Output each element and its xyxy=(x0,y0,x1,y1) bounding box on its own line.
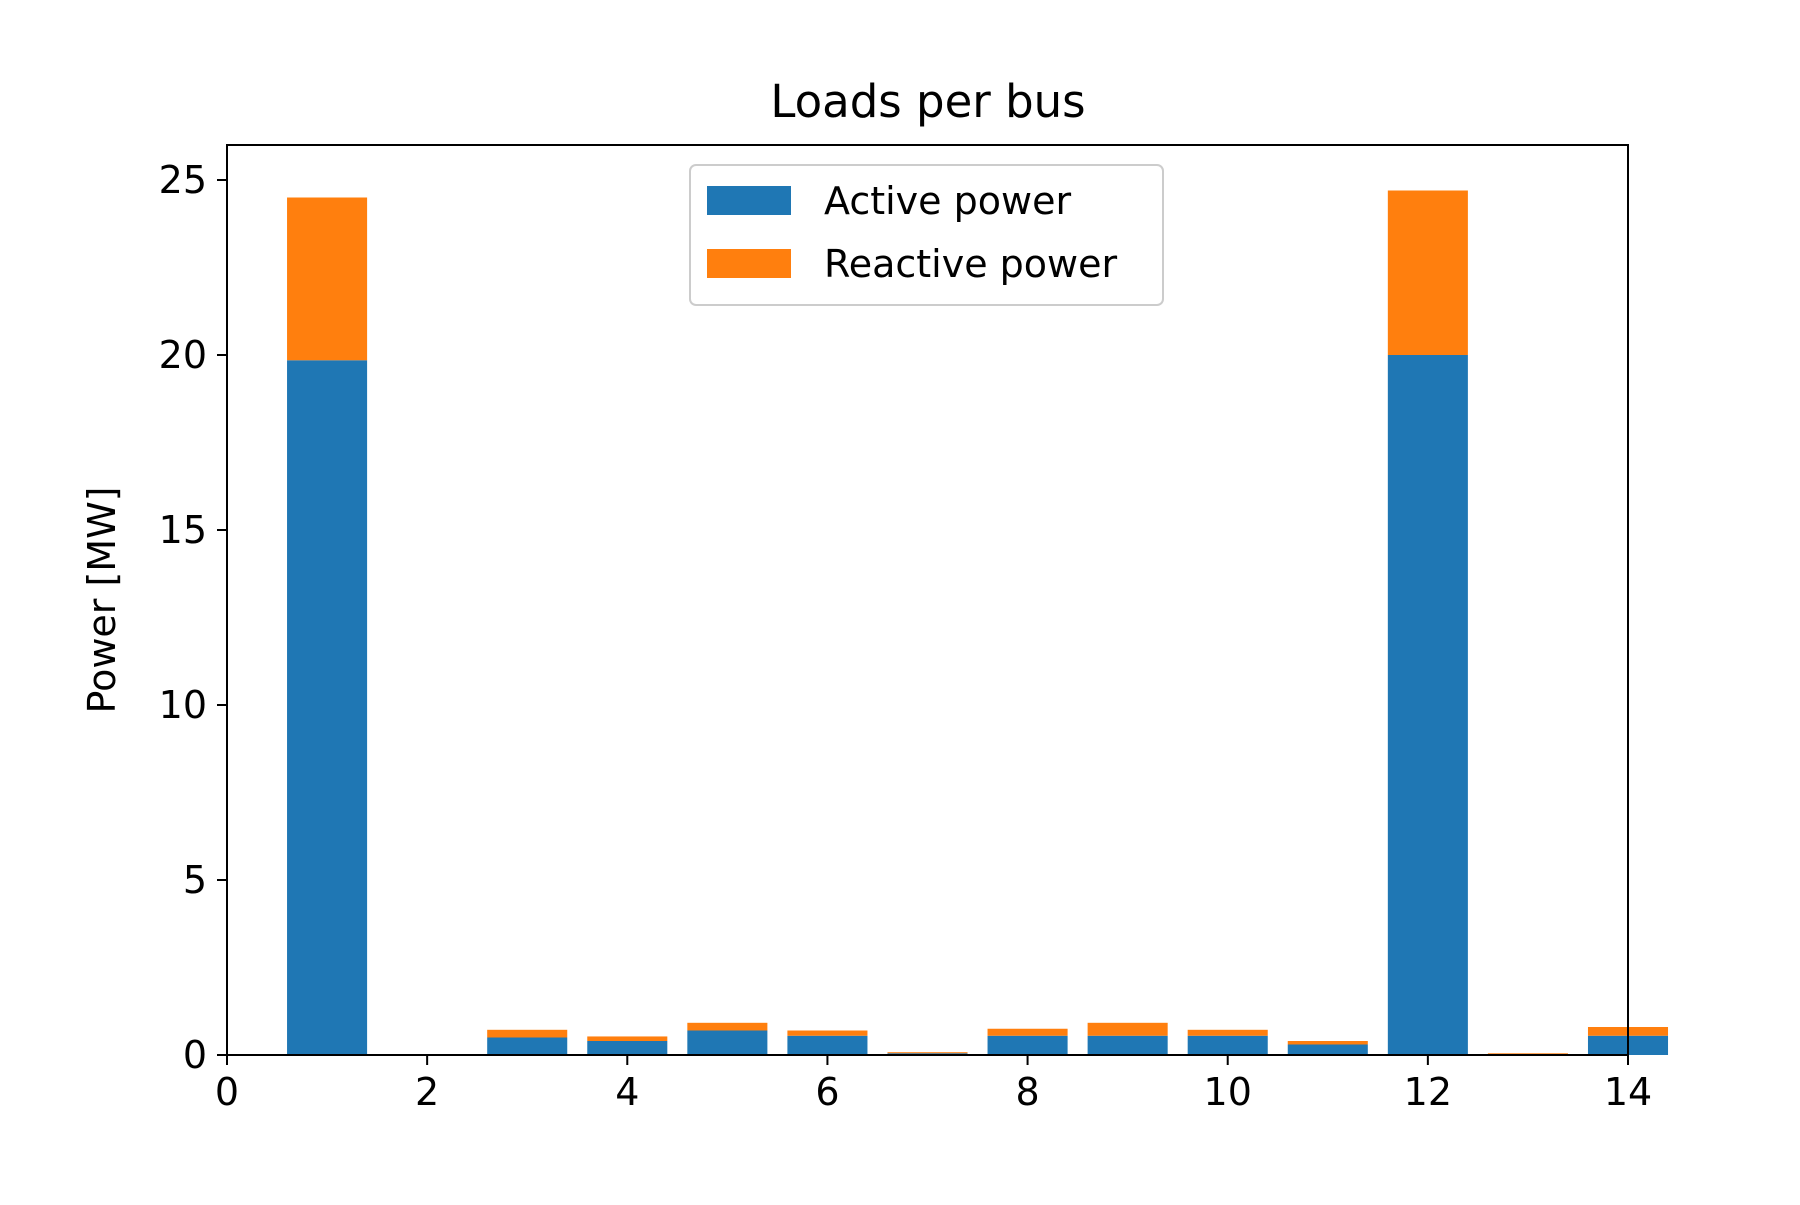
bar-active-1 xyxy=(287,360,368,1055)
bar-reactive-10 xyxy=(1187,1029,1268,1036)
bar-reactive-7 xyxy=(887,1052,968,1054)
bar-reactive-6 xyxy=(787,1030,868,1036)
x-tick-label-10: 10 xyxy=(1204,1070,1252,1114)
bar-active-12 xyxy=(1387,355,1468,1055)
bar-reactive-12 xyxy=(1387,190,1468,355)
y-tick-label-0: 0 xyxy=(183,1033,207,1077)
y-axis-ticks: 0 5 10 15 20 25 xyxy=(159,158,227,1077)
y-tick-label-15: 15 xyxy=(159,508,207,552)
bar-reactive-11 xyxy=(1287,1041,1368,1045)
bar-reactive-13 xyxy=(1487,1053,1568,1054)
x-axis-ticks: 0 2 4 6 8 10 12 14 xyxy=(215,1055,1652,1114)
bar-active-8 xyxy=(987,1035,1068,1055)
y-tick-label-20: 20 xyxy=(159,333,207,377)
plot-frame xyxy=(226,144,1629,1056)
bar-reactive-8 xyxy=(987,1028,1068,1036)
y-tick-label-10: 10 xyxy=(159,683,207,727)
x-tick-label-14: 14 xyxy=(1604,1070,1652,1114)
bar-reactive-9 xyxy=(1087,1022,1168,1036)
bar-active-9 xyxy=(1087,1035,1168,1055)
bar-reactive-1 xyxy=(287,197,368,361)
legend: Active power Reactive power xyxy=(689,164,1164,306)
bar-active-3 xyxy=(487,1037,568,1055)
chart-title: Loads per bus xyxy=(770,75,1085,128)
legend-frame xyxy=(689,164,1164,306)
bar-active-10 xyxy=(1187,1035,1268,1055)
bars-layer xyxy=(287,190,1669,1055)
y-axis-label: Power [MW] xyxy=(80,487,124,714)
bar-active-6 xyxy=(787,1035,868,1055)
x-tick-label-4: 4 xyxy=(615,1070,639,1114)
legend-swatch-reactive-power xyxy=(707,249,791,278)
bar-active-4 xyxy=(587,1041,668,1055)
legend-label-reactive-power: Reactive power xyxy=(824,242,1117,286)
legend-swatch-active-power xyxy=(707,186,791,215)
legend-label-active-power: Active power xyxy=(824,179,1071,223)
x-tick-label-8: 8 xyxy=(1015,1070,1039,1114)
bar-reactive-3 xyxy=(487,1029,568,1038)
bar-reactive-5 xyxy=(687,1022,768,1031)
bar-reactive-4 xyxy=(587,1036,668,1041)
y-tick-label-5: 5 xyxy=(183,858,207,902)
x-tick-label-0: 0 xyxy=(215,1070,239,1114)
bar-active-5 xyxy=(687,1030,768,1055)
y-tick-label-25: 25 xyxy=(159,158,207,202)
bar-active-11 xyxy=(1287,1044,1368,1055)
x-tick-label-6: 6 xyxy=(815,1070,839,1114)
x-tick-label-12: 12 xyxy=(1404,1070,1452,1114)
x-tick-label-2: 2 xyxy=(415,1070,439,1114)
